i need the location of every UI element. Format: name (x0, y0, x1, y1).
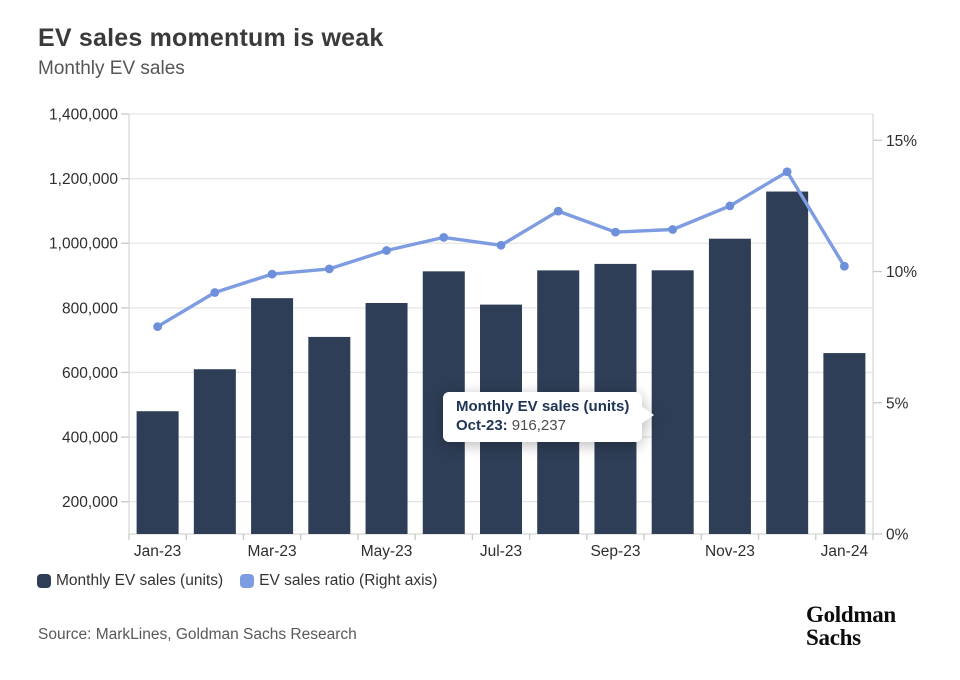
bar-mar-23[interactable] (251, 298, 294, 534)
left-axis-label: 400,000 (62, 430, 118, 447)
right-axis-label: 5% (886, 395, 909, 412)
bar-jan-23[interactable] (136, 411, 179, 534)
legend-label-units: Monthly EV sales (units) (56, 572, 224, 589)
tooltip-series-title: Monthly EV sales (units) (456, 398, 630, 415)
tooltip-box: Monthly EV sales (units) Oct-23: 916,237 (443, 392, 643, 442)
left-axis-label: 1,200,000 (49, 171, 118, 188)
x-axis-label: May-23 (361, 543, 413, 560)
chart-title: EV sales momentum is weak (38, 24, 384, 52)
tooltip-point-label: Oct-23: (456, 417, 508, 434)
bar-may-23[interactable] (365, 303, 408, 534)
tooltip: Monthly EV sales (units) Oct-23: 916,237 (443, 392, 655, 442)
bar-dec-23[interactable] (766, 191, 809, 535)
tooltip-point-row: Oct-23: 916,237 (456, 416, 629, 435)
ratio-point-sep-23[interactable] (611, 227, 620, 237)
ratio-point-jan-23[interactable] (153, 322, 163, 332)
logo-line-1: Goldman (806, 602, 896, 627)
chart-subtitle: Monthly EV sales (38, 58, 185, 79)
x-axis-label: Sep-23 (590, 543, 640, 560)
ratio-point-nov-23[interactable] (725, 201, 735, 211)
legend-label-ratio: EV sales ratio (Right axis) (259, 572, 438, 589)
bar-jan-24[interactable] (823, 353, 866, 534)
ratio-point-dec-23[interactable] (782, 167, 792, 177)
x-axis-label: Jul-23 (480, 543, 522, 560)
tooltip-arrow-icon (641, 406, 655, 424)
ratio-point-feb-23[interactable] (210, 288, 220, 297)
ratio-point-jun-23[interactable] (439, 232, 449, 242)
right-axis-label: 10% (886, 264, 917, 281)
ratio-point-jan-24[interactable] (839, 261, 849, 271)
ratio-point-jul-23[interactable] (496, 240, 506, 250)
ratio-point-apr-23[interactable] (324, 264, 334, 274)
bar-nov-23[interactable] (708, 238, 751, 534)
legend-item-ratio[interactable]: EV sales ratio (Right axis) (240, 572, 437, 590)
left-axis-label: 1,400,000 (49, 107, 118, 124)
right-axis-label: 0% (886, 527, 909, 544)
bar-feb-23[interactable] (193, 369, 236, 534)
left-axis-label: 600,000 (62, 365, 118, 382)
ratio-point-mar-23[interactable] (267, 269, 277, 279)
right-axis-label: 15% (886, 133, 917, 150)
x-axis-label: Nov-23 (705, 543, 755, 560)
ratio-point-may-23[interactable] (382, 246, 391, 255)
legend-swatch-line-icon (240, 574, 255, 588)
tooltip-point-value: 916,237 (511, 417, 566, 434)
ev-sales-chart: 200,000 400,000 600,000 800,000 1,000,000 1,2… (49, 107, 917, 561)
legend-item-units[interactable]: Monthly EV sales (units) (37, 572, 223, 590)
x-axis-label: Mar-23 (248, 543, 297, 560)
x-axis-label: Jan-24 (821, 543, 869, 560)
goldman-sachs-logo: Goldman Sachs (806, 603, 896, 649)
ratio-point-aug-23[interactable] (553, 206, 563, 216)
source-text: Source: MarkLines, Goldman Sachs Researc… (38, 626, 357, 643)
bar-apr-23[interactable] (308, 336, 351, 534)
left-axis-label: 200,000 (62, 494, 118, 511)
logo-line-2: Sachs (806, 625, 861, 650)
left-axis-label: 800,000 (62, 300, 118, 317)
legend-swatch-bar-icon (37, 574, 51, 588)
legend: Monthly EV sales (units) EV sales ratio … (37, 572, 454, 590)
x-axis-label: Jan-23 (134, 543, 181, 560)
ratio-point-oct-23[interactable] (668, 225, 678, 234)
left-axis-label: 1,000,000 (49, 236, 118, 253)
bar-oct-23[interactable] (651, 270, 694, 534)
